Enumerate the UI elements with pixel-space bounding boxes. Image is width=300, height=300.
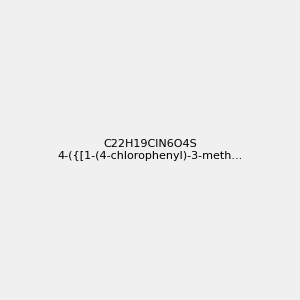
Text: C22H19ClN6O4S
4-({[1-(4-chlorophenyl)-3-meth...: C22H19ClN6O4S 4-({[1-(4-chlorophenyl)-3-…	[57, 139, 243, 161]
